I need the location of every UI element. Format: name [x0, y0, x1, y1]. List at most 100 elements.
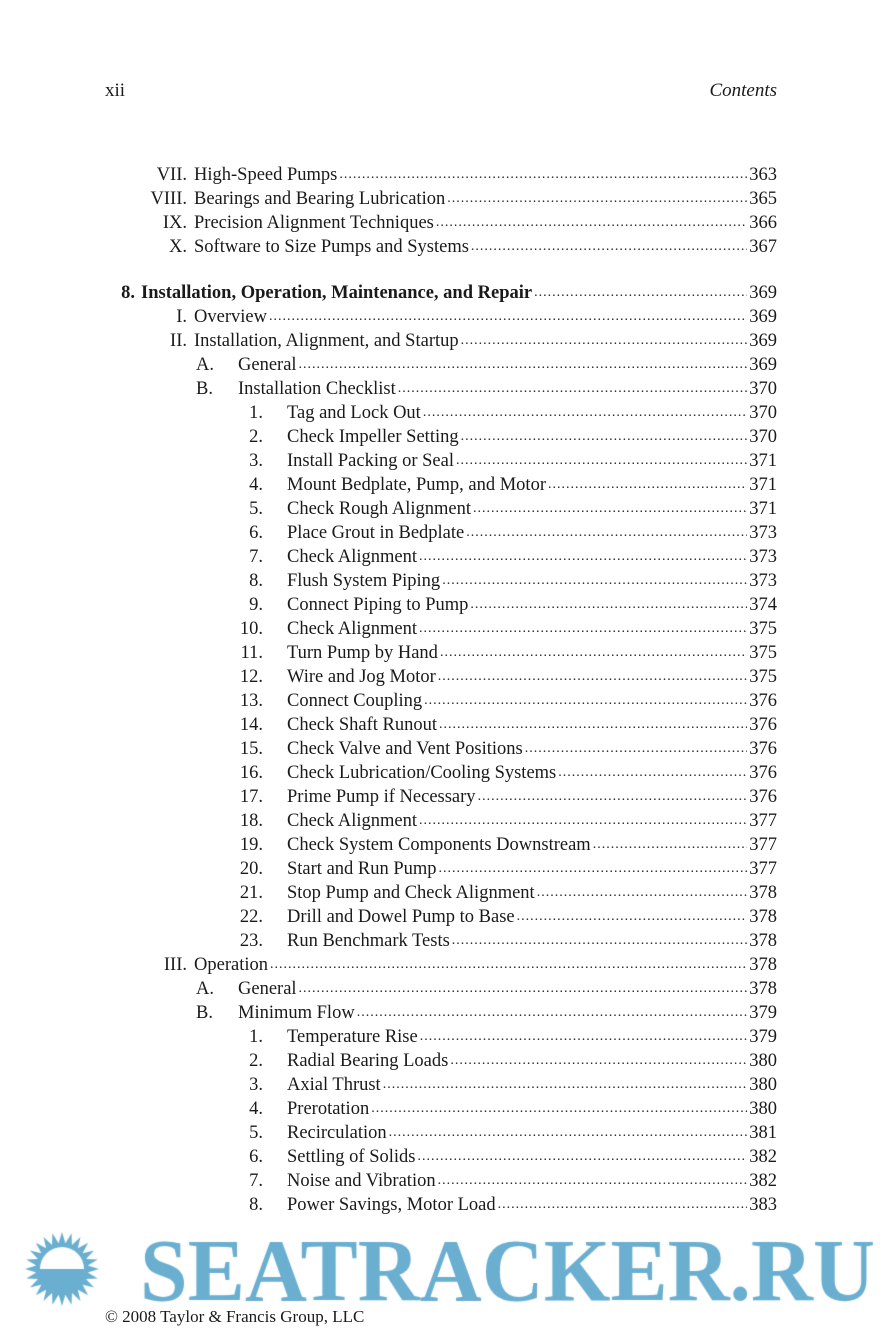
toc-entry-title: Run Benchmark Tests: [287, 931, 450, 951]
toc-entry-number: 4.: [249, 475, 263, 495]
toc-entry: III. Operation 378: [0, 953, 777, 977]
toc-entry-title: Check Shaft Runout: [287, 715, 438, 735]
toc-entry-number: 6.: [249, 1147, 263, 1167]
toc-entry: 4. Mount Bedplate, Pump, and Motor 371: [0, 473, 777, 497]
toc-entry-page: 375: [749, 667, 777, 687]
toc-entry: 7. Check Alignment 373: [0, 545, 777, 569]
toc-entry-title: Tag and Lock Out: [287, 403, 421, 423]
toc-entry: 4. Prerotation 380: [0, 1097, 777, 1121]
dot-leader: [558, 761, 747, 785]
toc-entry-title: Power Savings, Motor Load: [287, 1195, 496, 1215]
dot-leader: [439, 713, 747, 737]
toc-entry-body: Stop Pump and Check Alignment 378: [287, 881, 777, 905]
toc-entry: 16. Check Lubrication/Cooling Systems 376: [0, 761, 777, 785]
toc-entry-body: Installation Checklist 370: [238, 377, 777, 401]
toc-entry-number: 20.: [239, 859, 263, 879]
toc-entry-page: 374: [749, 595, 777, 615]
dot-leader: [478, 785, 748, 809]
toc-entry-body: Start and Run Pump 377: [287, 857, 777, 881]
toc-entry-number: VII.: [156, 165, 187, 185]
toc-entry-title: Installation Checklist: [238, 379, 396, 399]
toc-entry-number: 5.: [249, 499, 263, 519]
toc-entry: 5. Check Rough Alignment 371: [0, 497, 777, 521]
toc-entry-page: 369: [749, 355, 777, 375]
toc-entry-number: 23.: [239, 931, 263, 951]
toc-entry-body: Radial Bearing Loads 380: [287, 1049, 777, 1073]
toc-entry-body: Mount Bedplate, Pump, and Motor 371: [287, 473, 777, 497]
toc-entry-body: Connect Coupling 376: [287, 689, 777, 713]
dot-leader: [423, 401, 747, 425]
dot-leader: [438, 665, 747, 689]
toc-entry-page: 366: [749, 213, 777, 233]
dot-leader: [450, 1049, 747, 1073]
dot-leader: [525, 737, 748, 761]
toc-entry: 5. Recirculation 381: [0, 1121, 777, 1145]
toc-entry-title: Overview: [194, 307, 267, 327]
dot-leader: [357, 1001, 748, 1025]
toc-entry-page: 378: [749, 979, 777, 999]
toc-entry-title: Connect Piping to Pump: [287, 595, 469, 615]
toc-entry: I. Overview 369: [0, 305, 777, 329]
toc-entry-page: 371: [749, 499, 777, 519]
toc-entry-title: Axial Thrust: [287, 1075, 381, 1095]
toc-entry-number: X.: [169, 237, 187, 257]
toc-entry: 8. Power Savings, Motor Load 383: [0, 1193, 777, 1217]
toc-entry-number: 1.: [249, 1027, 263, 1047]
dot-leader: [389, 1121, 748, 1145]
dot-leader: [461, 425, 748, 449]
toc-entry: 11. Turn Pump by Hand 375: [0, 641, 777, 665]
toc-entry: VII. High-Speed Pumps 363: [0, 163, 777, 187]
toc-entry-number: II.: [170, 331, 187, 351]
toc-entry-page: 373: [749, 571, 777, 591]
toc-entry-body: Check Alignment 373: [287, 545, 777, 569]
toc-entry-title: Start and Run Pump: [287, 859, 437, 879]
toc-entry: 21. Stop Pump and Check Alignment 378: [0, 881, 777, 905]
toc-entry-page: 370: [749, 403, 777, 423]
toc-entry-number: 4.: [249, 1099, 263, 1119]
toc-entry-page: 378: [749, 931, 777, 951]
toc-entry-body: Power Savings, Motor Load 383: [287, 1193, 777, 1217]
toc-entry-page: 376: [749, 739, 777, 759]
toc-entry-body: Software to Size Pumps and Systems 367: [194, 235, 777, 259]
toc-entry-title: Connect Coupling: [287, 691, 423, 711]
toc-entry-title: Wire and Jog Motor: [287, 667, 436, 687]
toc-entry-title: Precision Alignment Techniques: [194, 213, 434, 233]
toc-entry-number: 21.: [239, 883, 263, 903]
toc-entry-page: 380: [749, 1099, 777, 1119]
toc-entry: 8. Installation, Operation, Maintenance, …: [0, 281, 777, 305]
toc-entry-page: 376: [749, 715, 777, 735]
toc-entry-title: General: [238, 979, 297, 999]
toc-entry-number: A.: [196, 979, 214, 999]
toc-entry: 9. Connect Piping to Pump 374: [0, 593, 777, 617]
toc-entry: II. Installation, Alignment, and Startup 3…: [0, 329, 777, 353]
toc-entry-body: Install Packing or Seal 371: [287, 449, 777, 473]
toc-entry-number: 7.: [249, 547, 263, 567]
dot-leader: [371, 1097, 747, 1121]
toc-entry-page: 382: [749, 1171, 777, 1191]
toc-entry-page: 363: [749, 165, 777, 185]
toc-entry-page: 369: [749, 331, 777, 351]
toc-entry-body: Check Valve and Vent Positions 376: [287, 737, 777, 761]
toc-entry-number: 1.: [249, 403, 263, 423]
toc-entry-page: 383: [749, 1195, 777, 1215]
toc-entry-page: 375: [749, 643, 777, 663]
toc-entry-number: 10.: [239, 619, 263, 639]
toc-entry-number: 15.: [239, 739, 263, 759]
toc-entry-body: High-Speed Pumps 363: [194, 163, 777, 187]
dot-leader: [452, 929, 747, 953]
toc-entry-page: 373: [749, 547, 777, 567]
toc-entry-number: 22.: [239, 907, 263, 927]
toc-entry-body: Prerotation 380: [287, 1097, 777, 1121]
toc-entry-number: 5.: [249, 1123, 263, 1143]
dot-leader: [456, 449, 747, 473]
dot-leader: [517, 905, 748, 929]
toc-entry-title: Check System Components Downstream: [287, 835, 591, 855]
page-number: xii: [105, 80, 126, 101]
dot-leader: [299, 353, 748, 377]
toc-entry-number: 17.: [239, 787, 263, 807]
toc-entry-title: Flush System Piping: [287, 571, 441, 591]
toc-entry-number: IX.: [162, 213, 187, 233]
toc-entry-title: Turn Pump by Hand: [287, 643, 438, 663]
toc-entry-body: Wire and Jog Motor 375: [287, 665, 777, 689]
dot-leader: [470, 593, 747, 617]
